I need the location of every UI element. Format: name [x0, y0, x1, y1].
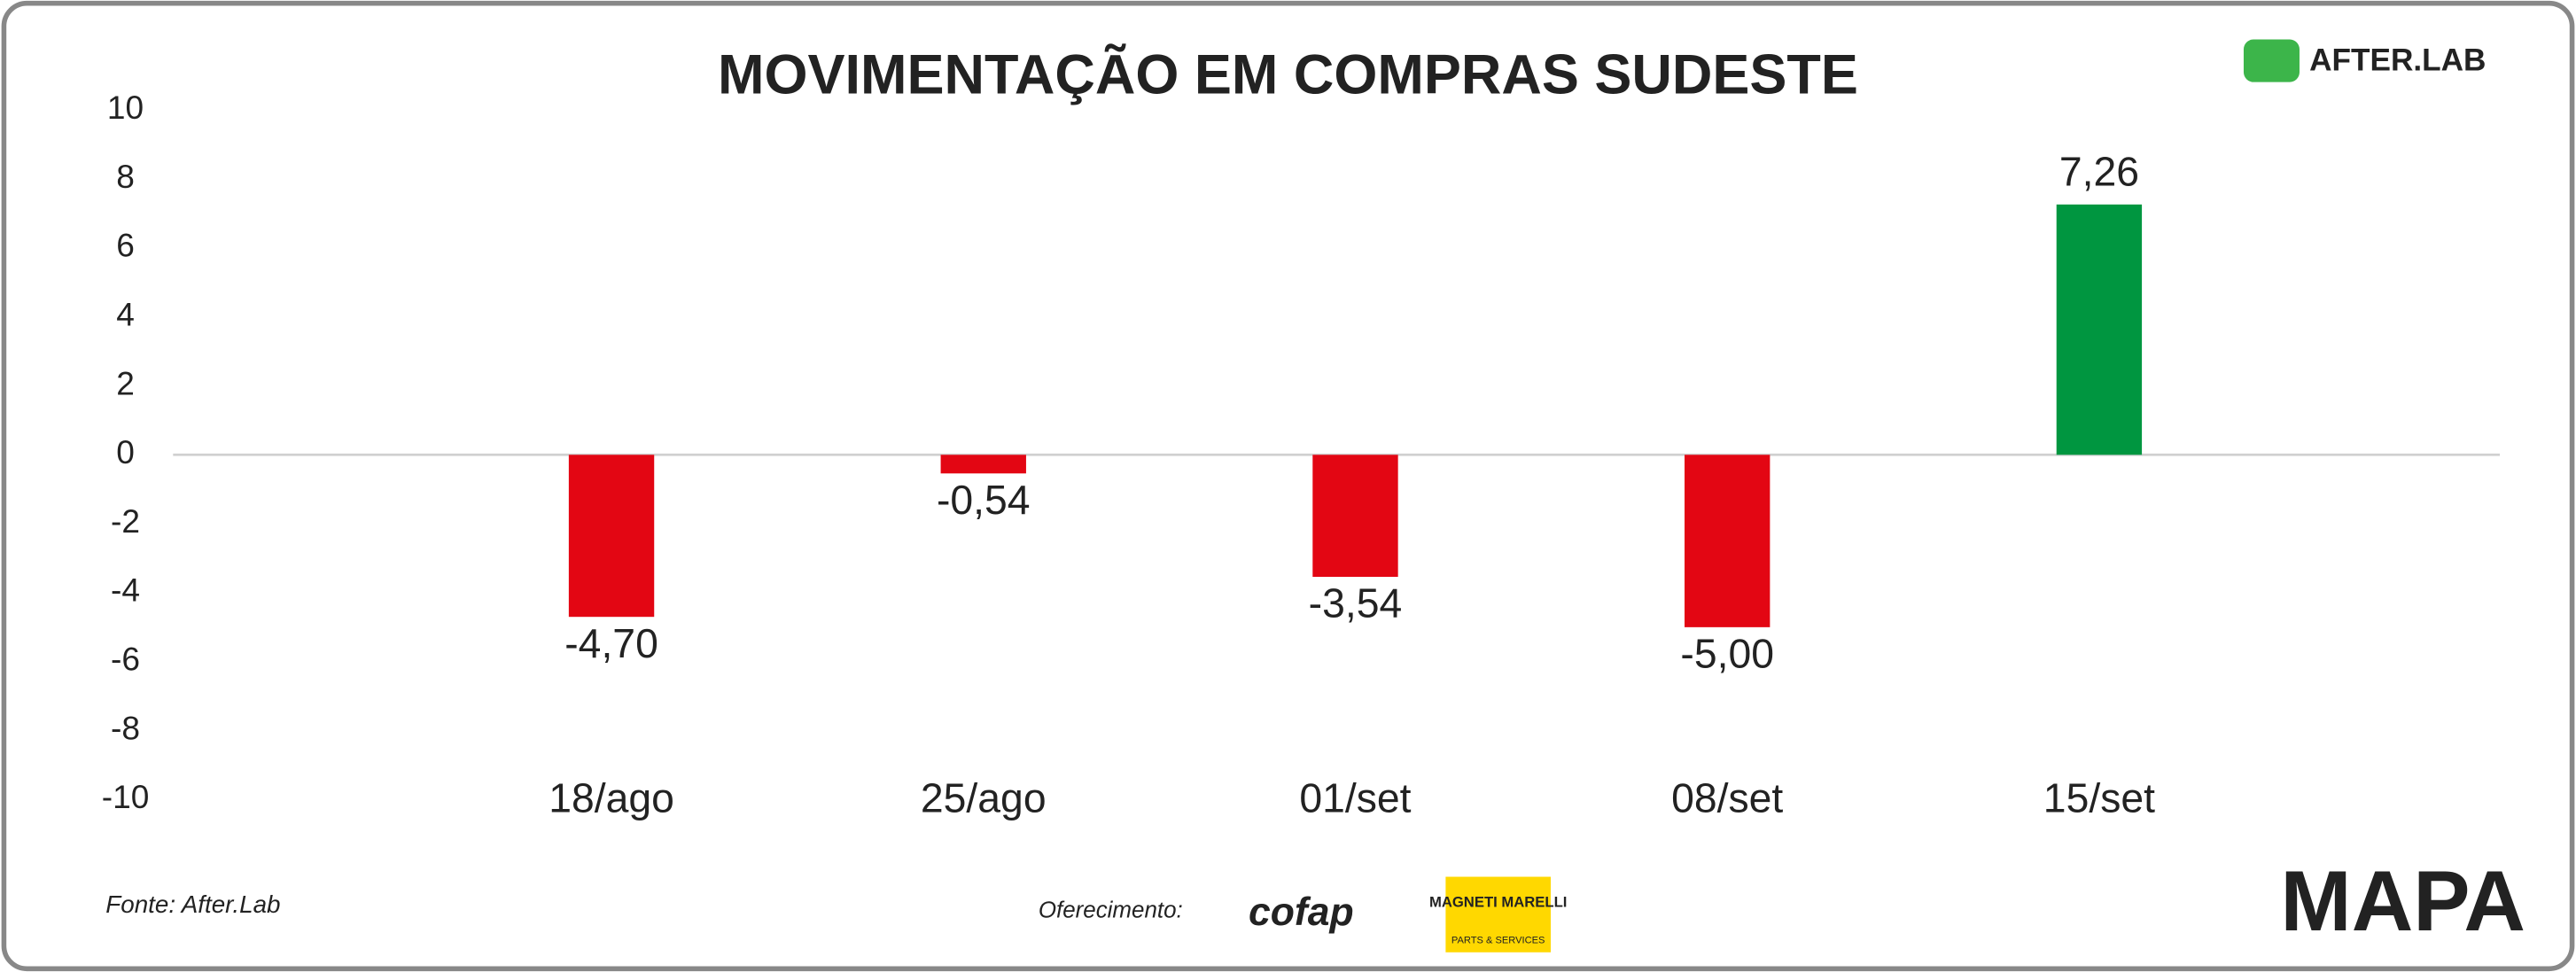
- y-tick-label: -10: [102, 778, 150, 815]
- y-tick-label: -6: [111, 641, 140, 678]
- afterlab-logo: AFTER.LAB: [2309, 43, 2486, 78]
- y-tick-label: 2: [116, 364, 135, 401]
- magneti-logo: MAGNETI MARELLI: [1429, 894, 1567, 911]
- bar: [568, 455, 655, 618]
- afterlab-icon: [2243, 39, 2300, 82]
- x-tick-label: 08/set: [1671, 775, 1783, 821]
- magneti-box: [1445, 876, 1551, 953]
- y-tick-label: -8: [111, 709, 140, 746]
- data-label: -4,70: [564, 620, 658, 666]
- data-label: -5,00: [1680, 630, 1774, 676]
- magneti-sub: PARTS & SERVICES: [1451, 936, 1545, 946]
- bar: [940, 455, 1026, 474]
- bar: [2056, 204, 2143, 455]
- source: Fonte: After.Lab: [105, 890, 280, 918]
- bar: [1312, 455, 1398, 578]
- y-tick-label: 6: [116, 227, 135, 264]
- data-label: 7,26: [2059, 149, 2139, 195]
- data-label: -3,54: [1309, 580, 1403, 626]
- cofap-logo: cofap: [1249, 890, 1354, 934]
- x-tick-label: 18/ago: [549, 775, 674, 821]
- sponsor-label: Oferecimento:: [1039, 898, 1183, 922]
- y-tick-label: -2: [111, 502, 140, 540]
- y-tick-label: 0: [116, 433, 135, 470]
- mapa-logo: MAPA: [2280, 854, 2525, 949]
- x-tick-label: 15/set: [2043, 775, 2155, 821]
- data-label: -0,54: [937, 477, 1031, 523]
- y-tick-label: 8: [116, 158, 135, 195]
- y-tick-label: -4: [111, 572, 140, 609]
- y-tick-label: 10: [107, 89, 144, 126]
- x-tick-label: 01/set: [1299, 775, 1411, 821]
- bar: [1685, 455, 1771, 627]
- y-tick-label: 4: [116, 295, 135, 332]
- x-tick-label: 25/ago: [921, 775, 1047, 821]
- chart-title: MOVIMENTAÇÃO EM COMPRAS SUDESTE: [718, 43, 1858, 106]
